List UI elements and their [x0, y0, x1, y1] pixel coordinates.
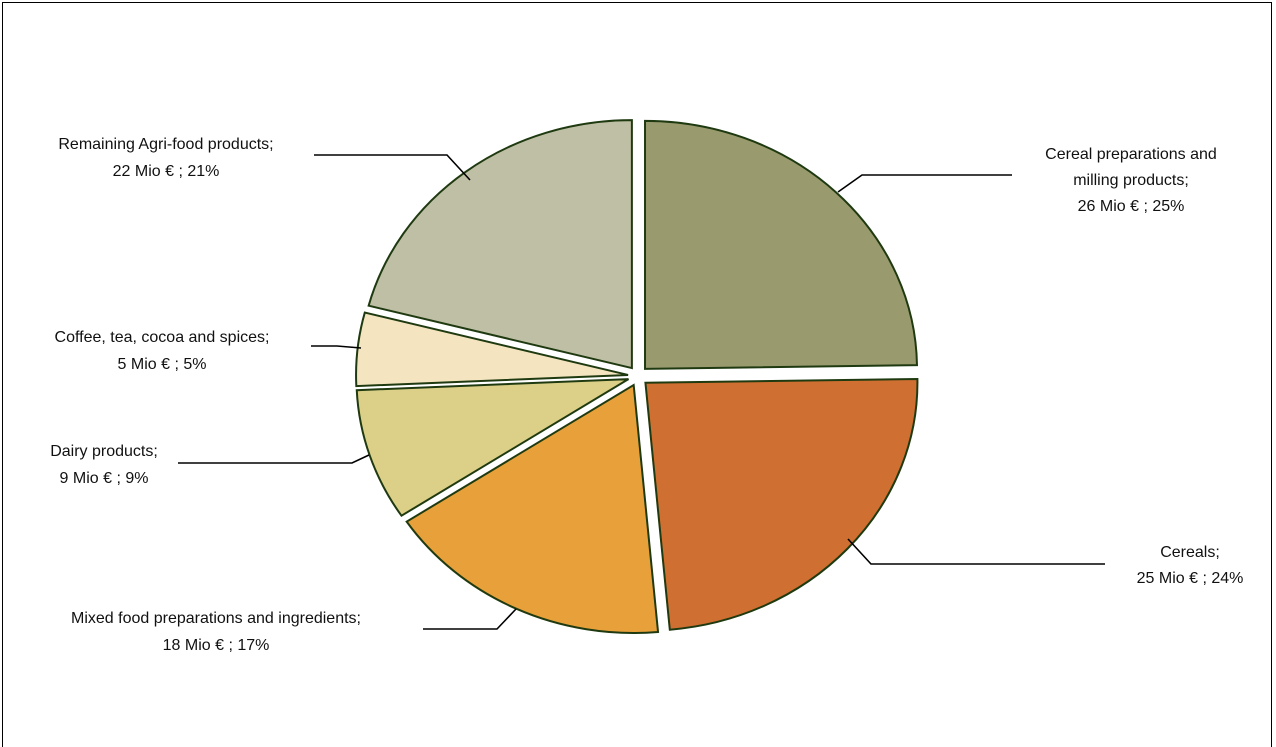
slice-label-line: Remaining Agri-food products; [58, 136, 273, 153]
slice-label-line: Cereal preparations and [1045, 146, 1217, 163]
slice-label: Cereal preparations and milling products;… [1045, 146, 1217, 215]
leader-line [311, 345, 362, 349]
labels-layer: Cereal preparations and milling products;… [50, 136, 1243, 654]
slice-label-line: 25 Mio € ; 24% [1137, 570, 1244, 587]
slice-label-line: 26 Mio € ; 25% [1078, 198, 1185, 215]
leader-lines-layer [178, 154, 1105, 630]
leader-line [314, 154, 471, 181]
leader-line [178, 454, 370, 464]
slice-label: Coffee, tea, cocoa and spices; 5 Mio € ; … [55, 329, 270, 373]
pie-slice-coffee-tea-cocoa-and-spices [355, 311, 629, 388]
leader-line [837, 174, 1012, 193]
slice-label-line: milling products; [1073, 172, 1189, 189]
pie-slice-cereals [644, 377, 919, 631]
slice-label-line: 22 Mio € ; 21% [113, 163, 220, 180]
slice-label-line: 5 Mio € ; 5% [118, 356, 207, 373]
slice-label: Remaining Agri-food products; 22 Mio € ; … [58, 136, 273, 180]
pie-slice-cereal-preparations-and-milling-products [644, 119, 919, 370]
slice-label: Dairy products; 9 Mio € ; 9% [50, 443, 158, 487]
pie-slice-dairy-products [355, 378, 630, 518]
pie-slice-remaining-agri-food-products [367, 119, 633, 370]
pie-slice-mixed-food-preparations-and-ingredients [405, 383, 660, 635]
slice-label-line: Dairy products; [50, 443, 158, 460]
slice-label-line: Cereals; [1160, 544, 1220, 561]
leader-line [847, 538, 1105, 565]
slice-label-line: 18 Mio € ; 17% [163, 637, 270, 654]
slice-label-line: Coffee, tea, cocoa and spices; [55, 329, 270, 346]
slice-label-line: 9 Mio € ; 9% [60, 470, 149, 487]
leader-line [423, 608, 517, 630]
slice-label: Mixed food preparations and ingredients;… [71, 610, 361, 654]
slice-label-line: Mixed food preparations and ingredients; [71, 610, 361, 627]
slice-label: Cereals; 25 Mio € ; 24% [1137, 544, 1244, 587]
slices-layer [355, 119, 919, 635]
